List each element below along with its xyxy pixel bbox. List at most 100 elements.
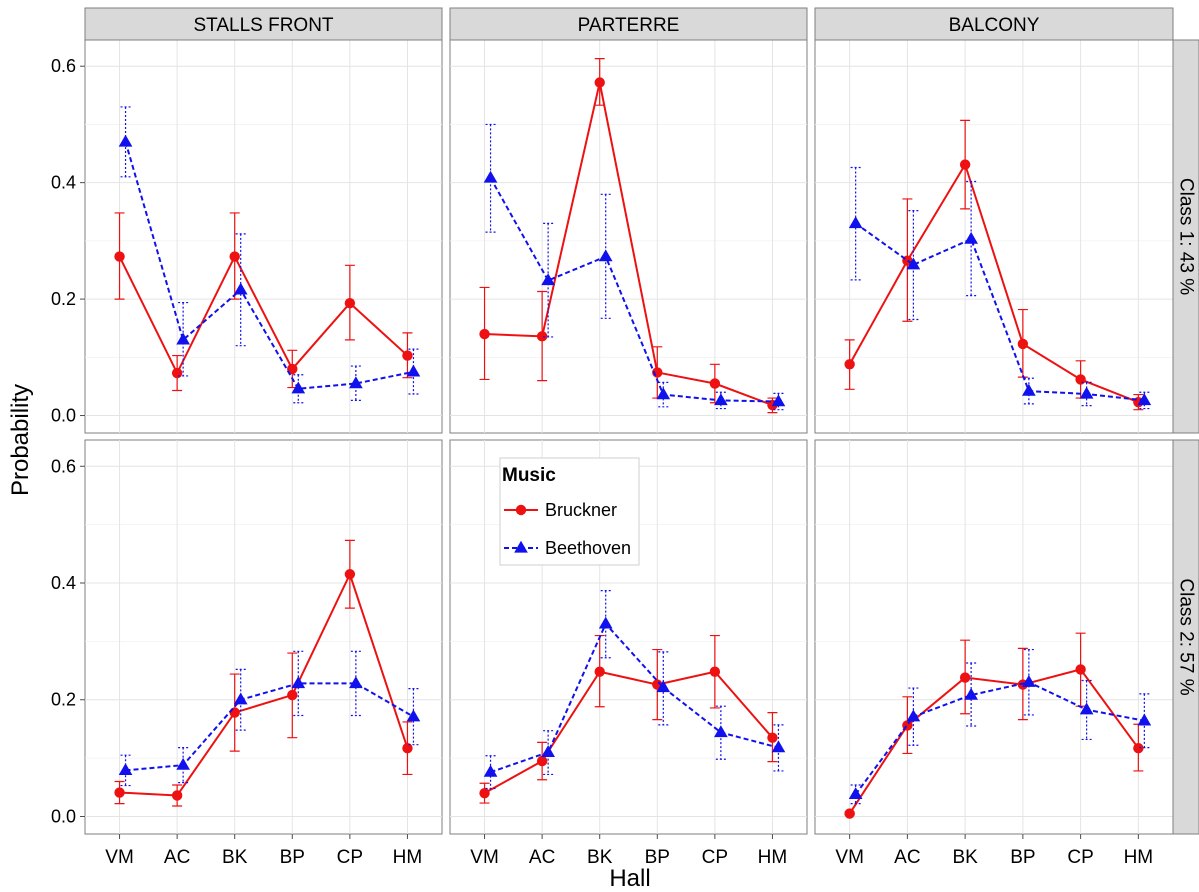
data-point-bruckner-ac — [536, 755, 548, 767]
data-point-bruckner-vm — [844, 808, 855, 819]
strip-column-balcony — [814, 7, 1174, 41]
series-line-beethoven — [125, 682, 414, 772]
series-line-bruckner — [119, 571, 409, 797]
panel-stalls-front-class-1-43 — [84, 39, 443, 434]
y-tick-label: 0.0 — [51, 406, 76, 426]
panels-layer — [84, 39, 1174, 835]
panel-background — [814, 39, 1174, 434]
data-point-beethoven-ac — [541, 273, 555, 286]
legend-keys — [504, 504, 538, 553]
series-bruckner-stalls-front-class-2-57 — [114, 539, 413, 807]
strip-label-column: PARTERRE — [578, 15, 680, 36]
data-point-bruckner-bp — [287, 689, 298, 701]
error-bar-cp — [1081, 381, 1092, 407]
data-point-beethoven-hm — [771, 394, 786, 407]
data-point-beethoven-vm — [848, 216, 863, 229]
data-point-bruckner-hm — [767, 732, 778, 743]
data-point-beethoven-vm — [118, 134, 133, 147]
y-tick-label: 0.6 — [51, 456, 76, 476]
panel-parterre-class-1-43 — [449, 39, 808, 434]
data-point-beethoven-ac — [906, 709, 921, 722]
strips-layer: STALLS FRONT PARTERRE BALCONY Class 1: 43 %… — [84, 7, 1199, 835]
data-point-beethoven-ac — [541, 745, 555, 757]
legend-title: Music — [502, 465, 556, 486]
series-line-beethoven — [490, 622, 779, 774]
series-line-bruckner — [848, 162, 1139, 404]
series-line-beethoven — [854, 681, 1145, 795]
data-point-beethoven-cp — [349, 376, 363, 389]
axes-layer: 0.0 0.2 0.4 0.6 0.0 0.2 0.4 0.6 VM AC BK BP CP HM VM AC… — [51, 56, 1153, 868]
x-tick-label-bk: BK — [952, 847, 978, 868]
error-bar-ac — [908, 209, 919, 321]
legend: Music Bruckner Beethoven — [499, 457, 640, 566]
data-point-bruckner-vm — [844, 359, 855, 370]
error-bar-cp — [715, 705, 726, 760]
data-point-bruckner-vm — [479, 787, 490, 799]
data-point-beethoven-bp — [291, 381, 306, 394]
data-point-beethoven-bk — [598, 249, 613, 262]
data-point-bruckner-vm — [479, 328, 490, 340]
series-line-bruckner — [118, 254, 409, 376]
x-tick-label-ac: AC — [529, 847, 555, 868]
x-tick-label-cp: CP — [1067, 847, 1093, 868]
data-point-bruckner-cp — [709, 378, 721, 389]
data-point-beethoven-cp — [714, 393, 728, 406]
data-point-bruckner-cp — [1075, 664, 1086, 675]
data-point-beethoven-vm — [483, 764, 498, 777]
error-bar-bk — [235, 668, 246, 731]
data-point-bruckner-cp — [1075, 374, 1086, 385]
data-point-beethoven-bp — [291, 676, 306, 689]
series-line-bruckner — [848, 668, 1140, 815]
data-point-bruckner-bp — [1017, 338, 1029, 350]
data-point-bruckner-ac — [171, 790, 183, 801]
x-tick-label-ac: AC — [894, 847, 920, 868]
data-point-beethoven-hm — [1137, 713, 1152, 726]
error-bar-hm — [408, 348, 419, 395]
data-point-beethoven-cp — [1079, 702, 1094, 715]
y-tick-label: 0.0 — [51, 806, 76, 826]
data-point-bruckner-bk — [594, 666, 605, 677]
legend-label-bruckner: Bruckner — [545, 500, 617, 520]
data-point-beethoven-bk — [964, 231, 978, 244]
data-point-bruckner-vm — [114, 251, 125, 262]
data-point-beethoven-ac — [906, 257, 921, 270]
error-bar-hm — [773, 724, 784, 772]
x-axis-title: Hall — [609, 865, 650, 892]
data-point-beethoven-hm — [1137, 393, 1152, 406]
data-point-beethoven-cp — [714, 725, 728, 738]
data-point-beethoven-ac — [176, 757, 190, 770]
series-beethoven-balcony-class-1-43 — [848, 166, 1152, 410]
data-point-beethoven-cp — [1079, 386, 1094, 399]
data-point-beethoven-bk — [233, 282, 248, 295]
panel-background — [84, 439, 443, 835]
x-tick-label-ac: AC — [164, 847, 190, 868]
strip-label-column: STALLS FRONT — [193, 15, 333, 36]
data-point-bruckner-vm — [114, 787, 125, 798]
series-beethoven-stalls-front-class-1-43 — [118, 106, 421, 404]
strip-row-class-1-43 — [1172, 39, 1199, 434]
panel-balcony-class-1-43 — [814, 39, 1174, 434]
data-point-beethoven-ac — [176, 332, 190, 345]
data-point-bruckner-bk — [959, 672, 971, 683]
y-tick-label: 0.4 — [51, 173, 76, 193]
x-tick-label-hm: HM — [1124, 847, 1154, 868]
data-point-bruckner-bk — [959, 159, 971, 170]
data-point-beethoven-bk — [598, 616, 613, 629]
series-bruckner-balcony-class-2-57 — [844, 632, 1144, 819]
legend-key-marker-bruckner — [515, 504, 527, 516]
x-tick-label-bp: BP — [1010, 847, 1035, 868]
x-tick-label-bk: BK — [587, 847, 613, 868]
series-line-bruckner — [484, 670, 774, 795]
error-bar-bk — [600, 193, 611, 319]
data-point-beethoven-hm — [771, 740, 786, 753]
x-tick-label-cp: CP — [702, 847, 728, 868]
data-point-bruckner-hm — [402, 350, 413, 361]
series-line-beethoven — [124, 141, 414, 390]
legend-key-marker-beethoven — [514, 540, 528, 553]
series-beethoven-parterre-class-2-57 — [483, 589, 786, 790]
y-tick-label: 0.2 — [51, 690, 76, 710]
y-tick-label: 0.6 — [51, 56, 76, 76]
x-tick-label-hm: HM — [393, 847, 423, 868]
data-point-beethoven-bp — [656, 387, 671, 400]
